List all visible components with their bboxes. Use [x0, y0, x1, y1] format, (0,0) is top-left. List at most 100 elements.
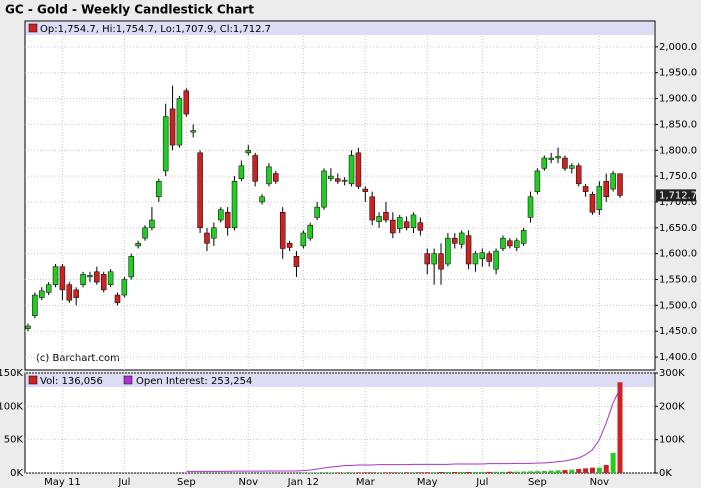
volume-bar	[576, 469, 582, 473]
volume-bar	[521, 471, 527, 473]
volume-bar	[569, 469, 575, 473]
candle-body	[156, 181, 162, 198]
candle-body	[596, 186, 603, 210]
volume-swatch	[28, 375, 38, 385]
candle-body	[121, 279, 128, 296]
volume-bar	[431, 472, 437, 473]
volume-bar	[596, 467, 602, 473]
candle-body	[293, 256, 300, 267]
volume-bar	[362, 472, 368, 473]
candle-body	[59, 266, 66, 291]
volume-bar	[603, 465, 609, 473]
source-label: (c) Barchart.com	[36, 353, 120, 364]
y-tick-label: 1,650.0	[659, 223, 697, 234]
volume-bar	[562, 470, 568, 473]
candle-body	[569, 165, 575, 169]
volume-bar	[321, 472, 327, 473]
candle-body	[52, 266, 59, 285]
candle-body	[396, 217, 403, 230]
candle-body	[362, 188, 369, 192]
volume-bar	[617, 382, 623, 473]
candle-body	[128, 256, 135, 278]
volume-bar	[514, 471, 520, 473]
candle-body	[465, 235, 472, 265]
last-price-label: 1,712.7	[659, 190, 697, 201]
v-tick-label: 50K	[4, 435, 24, 446]
x-tick-label: May	[417, 477, 438, 488]
candle-body	[541, 157, 548, 169]
candle-body	[383, 212, 389, 221]
v-tick-label: 150K	[0, 368, 23, 379]
candle-body	[149, 219, 155, 229]
volume-bar	[548, 470, 554, 473]
volume-bar	[583, 468, 589, 473]
candle-body	[169, 108, 176, 146]
volume-bar	[390, 472, 396, 473]
candle-body	[589, 193, 596, 213]
volume-bar	[466, 471, 472, 473]
candle-body	[190, 130, 196, 133]
candle-body	[73, 289, 79, 298]
candle-body	[217, 209, 224, 221]
y-tick-label: 1,850.0	[659, 119, 697, 130]
candle-body	[87, 275, 93, 278]
candle-body	[300, 232, 307, 247]
volume-info-bar	[26, 374, 654, 387]
volume-bar	[479, 471, 485, 473]
candle-body	[183, 90, 190, 115]
candle-body	[417, 222, 424, 231]
volume-panel	[24, 372, 656, 474]
volume-bar	[507, 471, 513, 473]
candle-body	[520, 230, 527, 244]
ohlc-label: Op:1,754.7, Hi:1,754.7, Lo:1,707.9, Cl:1…	[40, 24, 271, 35]
volume-bar	[424, 472, 430, 473]
y-tick-label: 1,900.0	[659, 94, 697, 105]
y2-tick-label: 100K	[659, 435, 685, 446]
y-tick-label: 1,950.0	[659, 68, 697, 79]
candle-body	[307, 224, 313, 239]
candle-body	[245, 150, 252, 154]
volume-legend: Vol: 136,056	[40, 376, 103, 387]
candle-body	[176, 98, 183, 146]
y-tick-label: 1,800.0	[659, 145, 697, 156]
candle-body	[25, 325, 31, 329]
volume-bar	[417, 472, 423, 473]
candle-body	[458, 232, 465, 245]
candle-body	[486, 253, 492, 262]
candle-body	[410, 214, 417, 229]
candle-body	[548, 157, 554, 160]
candle-body	[582, 186, 589, 192]
candle-body	[231, 181, 238, 229]
x-tick-label: Jul	[117, 477, 130, 488]
candle-body	[369, 196, 375, 221]
last-price-box	[656, 189, 696, 202]
y-tick-label: 2,000.0	[659, 42, 697, 53]
candle-body	[114, 294, 121, 304]
chart-title: GC - Gold - Weekly Candlestick Chart	[5, 3, 254, 17]
volume-bar	[342, 472, 348, 473]
candle-body	[39, 290, 45, 298]
candle-body	[493, 250, 499, 270]
volume-bar	[610, 453, 616, 473]
candle-body	[348, 155, 355, 185]
candle-body	[321, 170, 327, 208]
volume-bar	[335, 472, 341, 473]
volume-bar	[410, 472, 416, 473]
candle-body	[562, 157, 568, 169]
candle-body	[341, 179, 348, 182]
info-bar	[26, 22, 654, 35]
volume-bar	[383, 472, 389, 473]
volume-bar	[528, 471, 534, 473]
x-tick-label: May 11	[44, 477, 81, 488]
x-tick-label: Sep	[528, 477, 547, 488]
x-tick-label: Nov	[239, 477, 259, 488]
y-tick-label: 1,750.0	[659, 171, 697, 182]
info-swatch	[28, 23, 38, 33]
volume-bar	[589, 467, 595, 473]
candle-body	[376, 216, 382, 222]
volume-bar	[438, 472, 444, 473]
x-tick-label: Mar	[356, 477, 376, 488]
candle-body	[224, 212, 231, 229]
volume-bar	[493, 471, 499, 473]
volume-bar	[369, 472, 375, 473]
